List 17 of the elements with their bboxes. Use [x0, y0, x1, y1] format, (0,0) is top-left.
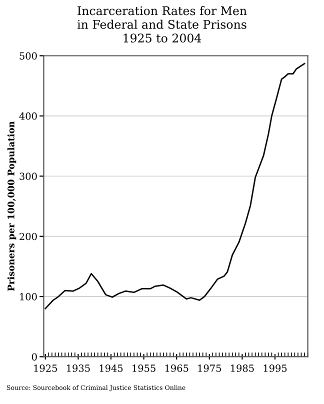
y-axis-title: Prisoners per 100,000 Population [7, 121, 16, 291]
x-tick-label: 1955 [132, 364, 156, 372]
y-tick-label: 400 [19, 112, 37, 120]
y-tick-label: 300 [20, 172, 37, 180]
x-tick-label: 1965 [165, 364, 188, 372]
line-series [44, 62, 306, 310]
y-tick-label: 0 [32, 353, 37, 361]
chart-title: Incarceration Rates for Men in Federal and State Prisons 1925 to 2004 [77, 6, 247, 43]
x-tick-label: 1945 [100, 364, 123, 372]
x-tick-label: 1925 [34, 364, 57, 372]
x-tick-label: 1975 [198, 364, 222, 372]
x-tick-label: 1985 [231, 364, 254, 372]
y-tick-label: 100 [20, 293, 37, 300]
y-tick-label: 500 [20, 52, 37, 60]
x-tick-label: 1995 [264, 364, 287, 372]
y-tick-label: 200 [20, 232, 37, 240]
x-tick-label: 1935 [66, 364, 90, 372]
